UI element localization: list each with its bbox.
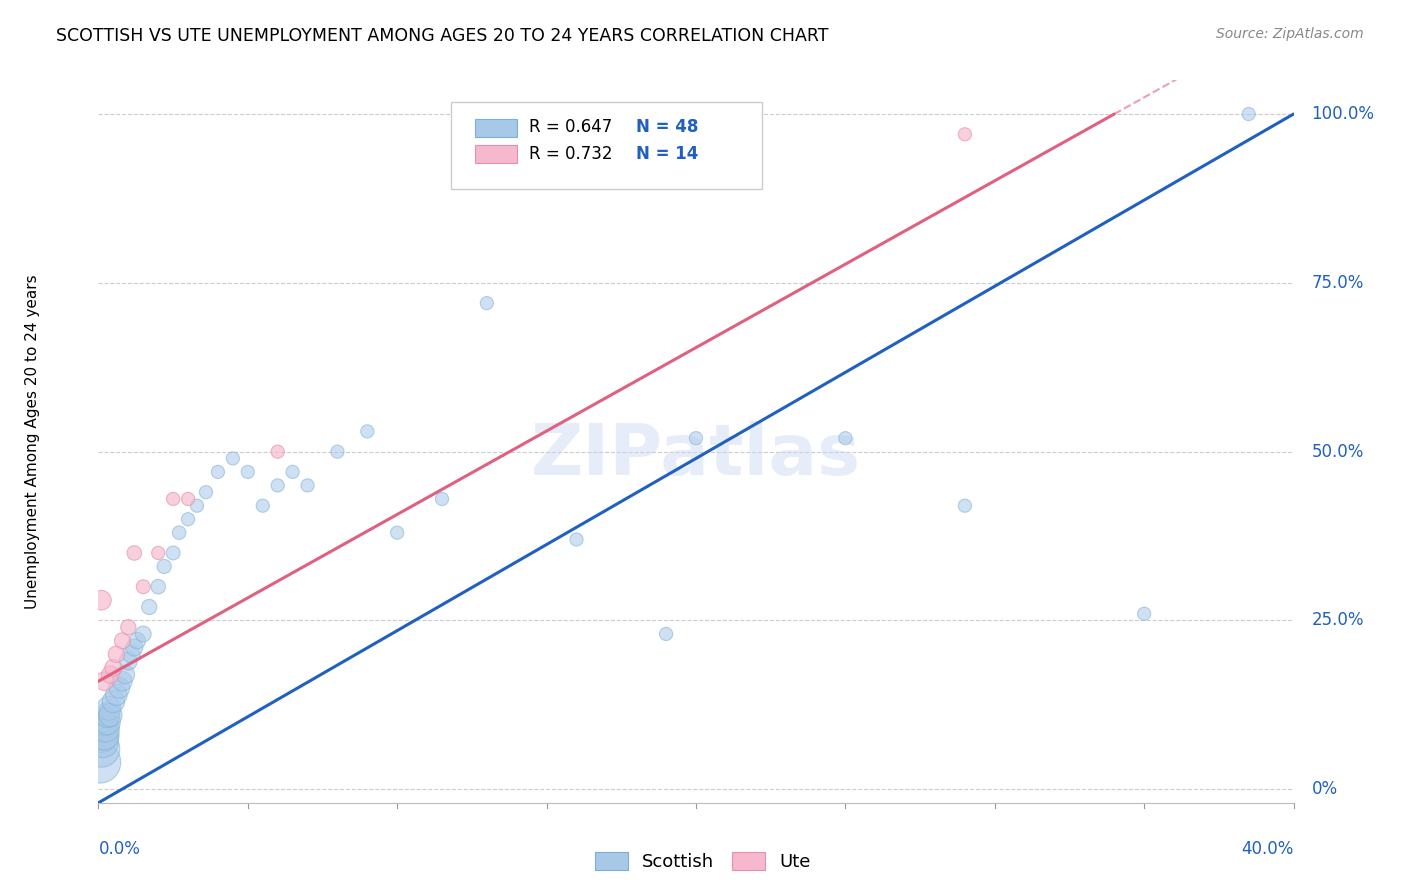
Text: SCOTTISH VS UTE UNEMPLOYMENT AMONG AGES 20 TO 24 YEARS CORRELATION CHART: SCOTTISH VS UTE UNEMPLOYMENT AMONG AGES … — [56, 27, 828, 45]
Text: N = 48: N = 48 — [636, 119, 699, 136]
Point — [207, 465, 229, 479]
Point — [89, 756, 111, 770]
Point — [117, 620, 139, 634]
Text: Unemployment Among Ages 20 to 24 years: Unemployment Among Ages 20 to 24 years — [25, 274, 41, 609]
Point — [326, 444, 349, 458]
Point — [267, 444, 290, 458]
Point — [834, 431, 856, 445]
Point — [90, 741, 112, 756]
Point — [267, 478, 290, 492]
Point — [167, 525, 190, 540]
Point — [356, 425, 378, 439]
Text: N = 14: N = 14 — [636, 145, 699, 163]
Point — [281, 465, 304, 479]
Point — [177, 512, 200, 526]
Point — [162, 546, 184, 560]
Point — [685, 431, 707, 445]
Point — [153, 559, 176, 574]
Point — [132, 580, 155, 594]
Point — [1133, 607, 1156, 621]
Point — [103, 661, 125, 675]
Point — [430, 491, 453, 506]
Text: Source: ZipAtlas.com: Source: ZipAtlas.com — [1216, 27, 1364, 41]
Text: 25.0%: 25.0% — [1312, 612, 1364, 630]
FancyBboxPatch shape — [451, 102, 762, 189]
Point — [111, 674, 134, 689]
Text: 75.0%: 75.0% — [1312, 274, 1364, 292]
Point — [105, 688, 128, 702]
Point — [98, 667, 122, 681]
Point — [103, 694, 125, 708]
Text: 100.0%: 100.0% — [1312, 105, 1375, 123]
Point — [90, 728, 112, 742]
Point — [953, 499, 976, 513]
Point — [90, 593, 112, 607]
Text: ZIPatlas: ZIPatlas — [531, 422, 860, 491]
Text: R = 0.732: R = 0.732 — [529, 145, 612, 163]
FancyBboxPatch shape — [475, 145, 517, 163]
Point — [195, 485, 218, 500]
Text: R = 0.647: R = 0.647 — [529, 119, 612, 136]
Point — [96, 714, 118, 729]
Point — [236, 465, 259, 479]
Point — [475, 296, 498, 310]
Point — [297, 478, 319, 492]
Text: 40.0%: 40.0% — [1241, 840, 1294, 858]
Point — [93, 728, 115, 742]
Point — [93, 714, 115, 729]
Text: 0%: 0% — [1312, 780, 1337, 798]
Point — [111, 633, 134, 648]
Point — [655, 627, 678, 641]
Point — [120, 647, 142, 661]
Point — [138, 599, 160, 614]
Point — [127, 633, 149, 648]
Point — [953, 128, 976, 142]
Legend: Scottish, Ute: Scottish, Ute — [588, 845, 818, 879]
Point — [98, 708, 122, 723]
Text: 0.0%: 0.0% — [98, 840, 141, 858]
Point — [148, 546, 170, 560]
Point — [1237, 107, 1260, 121]
Point — [94, 722, 117, 736]
Point — [96, 708, 118, 723]
Point — [252, 499, 274, 513]
Point — [148, 580, 170, 594]
Point — [177, 491, 200, 506]
Point — [91, 735, 114, 749]
Point — [565, 533, 588, 547]
Point — [124, 640, 146, 655]
Point — [108, 681, 131, 695]
Point — [385, 525, 409, 540]
Point — [162, 491, 184, 506]
Point — [222, 451, 245, 466]
FancyBboxPatch shape — [475, 119, 517, 136]
Point — [97, 701, 120, 715]
Point — [93, 674, 115, 689]
Point — [105, 647, 128, 661]
Text: 50.0%: 50.0% — [1312, 442, 1364, 460]
Point — [132, 627, 155, 641]
Point — [117, 654, 139, 668]
Point — [124, 546, 146, 560]
Point — [114, 667, 136, 681]
Point — [186, 499, 208, 513]
